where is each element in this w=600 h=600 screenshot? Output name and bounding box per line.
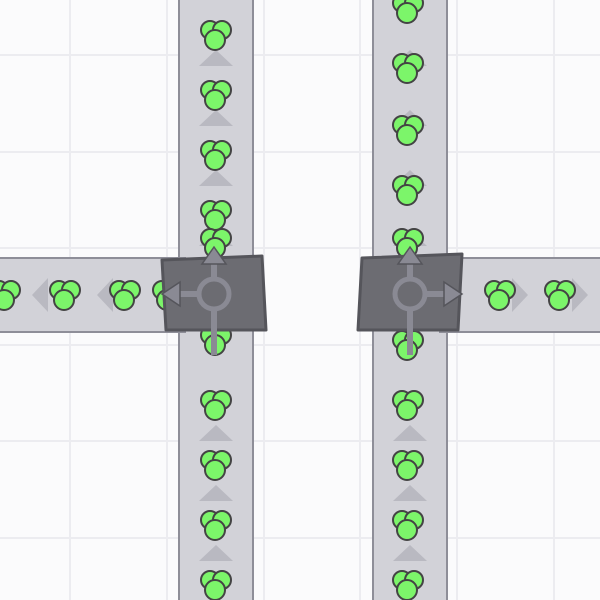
item-cluster: [200, 20, 232, 51]
item-cluster: [49, 280, 81, 311]
item-cluster: [109, 280, 141, 311]
item-circle: [113, 289, 135, 311]
belt-arrow-up-icon: [199, 545, 233, 561]
item-circle: [204, 579, 226, 600]
item-circle: [204, 459, 226, 481]
item-circle: [396, 519, 418, 541]
arrow-left-icon: [160, 280, 181, 308]
item-cluster: [484, 280, 516, 311]
item-circle: [53, 289, 75, 311]
item-cluster: [392, 115, 424, 146]
item-circle: [204, 519, 226, 541]
belt-arrow-up-icon: [199, 425, 233, 441]
belt-arrow-up-icon: [393, 485, 427, 501]
item-cluster: [392, 510, 424, 541]
belt-arrow-right-icon: [512, 278, 528, 312]
belt-arrow-right-icon: [572, 278, 588, 312]
item-circle: [204, 149, 226, 171]
belt-arrow-up-icon: [199, 110, 233, 126]
belt-arrow-up-icon: [393, 545, 427, 561]
item-cluster: [392, 390, 424, 421]
item-cluster: [200, 450, 232, 481]
item-cluster: [392, 53, 424, 84]
item-circle: [396, 399, 418, 421]
item-cluster: [200, 570, 232, 600]
item-circle: [548, 289, 570, 311]
item-cluster: [200, 510, 232, 541]
item-circle: [0, 289, 15, 311]
item-cluster: [200, 200, 232, 231]
item-cluster: [544, 280, 576, 311]
splitter-hub-icon: [392, 276, 428, 312]
item-cluster: [392, 450, 424, 481]
splitter-hub-icon: [196, 276, 232, 312]
item-circle: [488, 289, 510, 311]
item-circle: [204, 399, 226, 421]
belt-arrow-up-icon: [199, 170, 233, 186]
belt-arrow-left-icon: [32, 278, 48, 312]
item-circle: [204, 209, 226, 231]
item-circle: [396, 459, 418, 481]
item-cluster: [392, 570, 424, 600]
item-cluster: [200, 80, 232, 111]
item-circle: [204, 29, 226, 51]
item-circle: [396, 62, 418, 84]
item-cluster: [392, 175, 424, 206]
item-circle: [396, 124, 418, 146]
splitters: [160, 245, 464, 355]
belt-arrow-up-icon: [199, 485, 233, 501]
item-circle: [396, 579, 418, 600]
item-cluster: [200, 140, 232, 171]
arrow-up-icon: [396, 245, 424, 265]
item-cluster: [200, 390, 232, 421]
arrow-right-icon: [443, 280, 464, 308]
item-circle: [204, 89, 226, 111]
belt-arrow-up-icon: [199, 50, 233, 66]
splitter-left[interactable]: [160, 245, 268, 355]
item-cluster: [0, 280, 21, 311]
item-circle: [396, 184, 418, 206]
item-cluster: [392, 0, 424, 24]
splitter-right[interactable]: [356, 245, 464, 355]
belt-arrow-up-icon: [393, 425, 427, 441]
belt-arrow-left-icon: [97, 278, 113, 312]
item-circle: [396, 2, 418, 24]
arrow-up-icon: [200, 245, 228, 265]
